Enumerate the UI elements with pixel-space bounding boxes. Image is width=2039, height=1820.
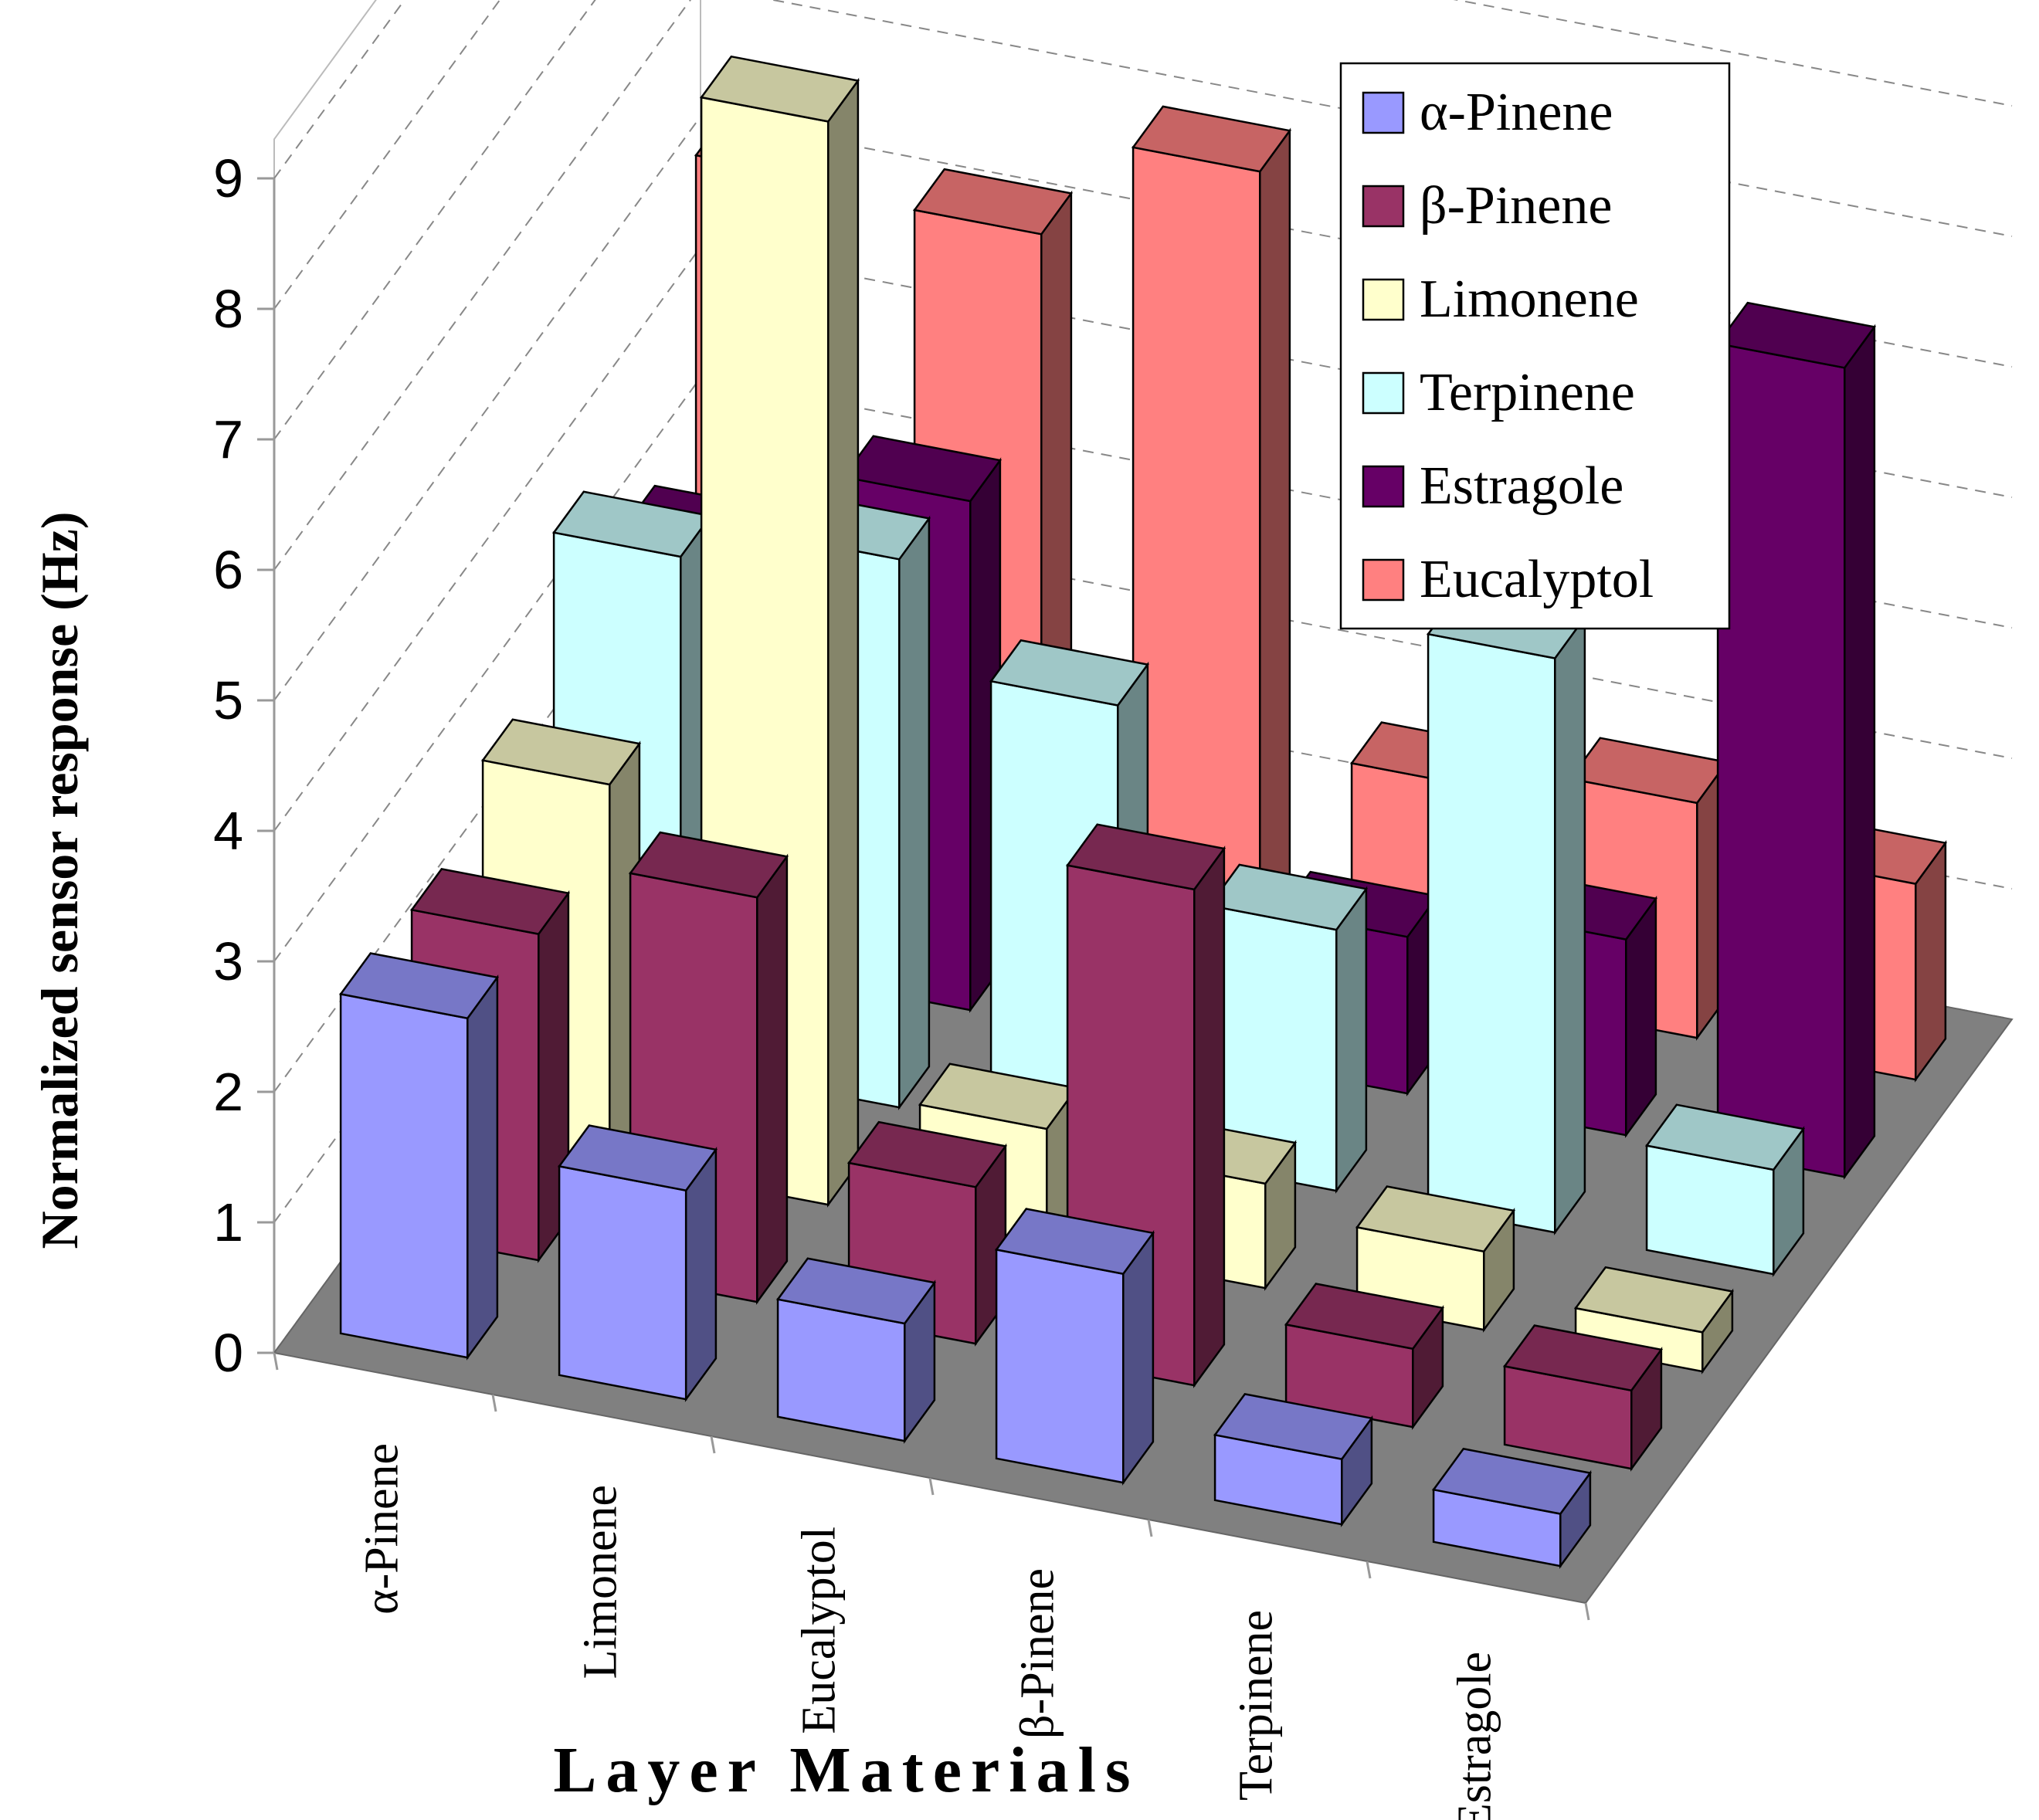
- legend-label: Limonene: [1420, 269, 1639, 329]
- y-tick-label: 5: [213, 670, 243, 730]
- chart-bars: [338, 55, 1948, 1569]
- legend-box: [1339, 62, 1731, 630]
- bar: [338, 952, 500, 1361]
- legend-swatch: [1362, 558, 1405, 602]
- bar: [1715, 301, 1877, 1180]
- y-tick-label: 1: [213, 1192, 243, 1252]
- bar: [994, 1208, 1155, 1486]
- bar: [1213, 1393, 1374, 1527]
- bar: [1502, 1324, 1664, 1472]
- legend-label: α-Pinene: [1420, 83, 1613, 142]
- legend-item: Eucalyptol: [1362, 550, 1654, 609]
- y-axis-ticks: 0 1 2 3 4 5 6 7 8 9: [213, 148, 274, 1383]
- legend-swatch: [1362, 278, 1405, 321]
- y-tick-label: 0: [213, 1323, 243, 1383]
- x-axis-categories: α-Pinene Limonene Eucalyptol β-Pinene Terpin…: [273, 1352, 1590, 1820]
- y-tick-label: 8: [213, 279, 243, 339]
- y-tick-label: 3: [213, 931, 243, 991]
- bar: [1426, 591, 1587, 1235]
- y-tick-label: 7: [213, 409, 243, 469]
- y-tick-label: 2: [213, 1062, 243, 1122]
- x-category-label: α-Pinene: [356, 1443, 409, 1615]
- legend: α-Pinene β-Pinene Limonene Terpinene Estrago…: [1339, 62, 1731, 630]
- legend-label: Eucalyptol: [1420, 550, 1654, 609]
- y-axis-title: Normalized sensor response (Hz): [30, 511, 89, 1249]
- x-category-label: β-Pinene: [1012, 1568, 1064, 1739]
- bar: [1207, 863, 1369, 1194]
- x-category-label: Estragole: [1449, 1652, 1501, 1820]
- legend-item: Estragole: [1362, 456, 1623, 516]
- x-axis-title: Layer Materials: [553, 1734, 1139, 1806]
- x-category-label: Eucalyptol: [793, 1527, 846, 1734]
- legend-item: β-Pinene: [1362, 176, 1612, 236]
- y-tick-label: 4: [213, 801, 243, 861]
- x-category-label: Terpinene: [1230, 1610, 1283, 1801]
- bar: [1284, 1283, 1445, 1430]
- x-category-label: Limonene: [575, 1485, 627, 1679]
- gridline: [273, 0, 501, 310]
- bar: [775, 1257, 937, 1444]
- bar: [1644, 1103, 1806, 1277]
- legend-label: Estragole: [1420, 456, 1623, 516]
- gridline: [273, 0, 2013, 440]
- legend-item: Terpinene: [1362, 363, 1635, 422]
- bar: [557, 1124, 718, 1402]
- y-tick-label: 6: [213, 540, 243, 600]
- legend-swatch: [1362, 465, 1405, 508]
- bar: [1131, 105, 1292, 957]
- gridline: [273, 0, 405, 179]
- legend-swatch: [1362, 91, 1405, 134]
- legend-label: Terpinene: [1420, 363, 1635, 422]
- legend-swatch: [1362, 371, 1405, 415]
- legend-swatch: [1362, 185, 1405, 228]
- legend-item: α-Pinene: [1362, 83, 1613, 142]
- y-tick-label: 9: [213, 148, 243, 208]
- legend-label: β-Pinene: [1420, 176, 1612, 236]
- bar: [1431, 1447, 1593, 1569]
- legend-item: Limonene: [1362, 269, 1639, 329]
